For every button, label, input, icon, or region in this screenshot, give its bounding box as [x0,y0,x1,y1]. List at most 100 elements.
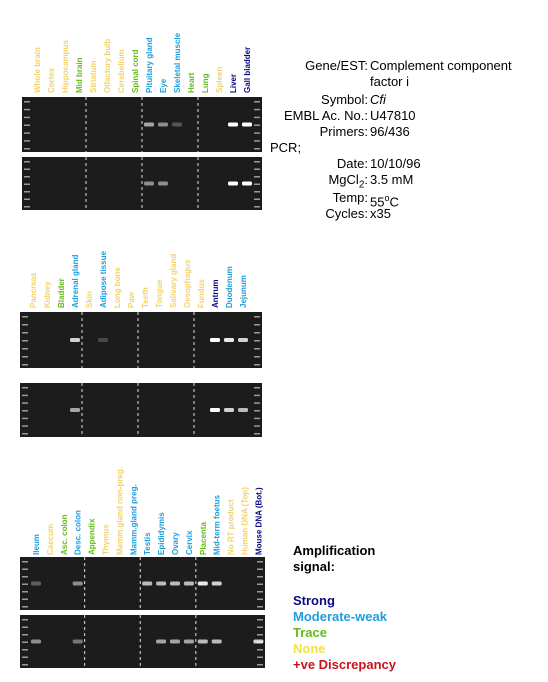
info-block: Gene/EST: Complement component factor i … [0,0,548,240]
lane-label: Paw [127,291,136,308]
ladder-band [24,148,30,150]
info-label: Date: [336,156,368,171]
legend: Strong Moderate-weak Trace None +ve Discrepa… [293,593,396,673]
lane-label: Asc. colon [60,514,69,555]
ladder-band [257,591,263,593]
ladder-band [254,410,260,412]
info-value-part: 55 [370,194,385,210]
info-value: 55oC [370,190,399,210]
ladder-band [22,316,28,318]
ladder-band [22,664,28,666]
legend-item: Trace [293,625,327,640]
info-value: x35 [370,206,391,221]
ladder-band [254,340,260,342]
band [72,581,83,586]
ladder-band [22,626,28,628]
info-label: MgCl2: [328,172,368,194]
ladder-band [254,140,260,142]
lane-label: Jejunum [239,275,248,308]
ladder-band [254,191,260,193]
band [170,581,180,586]
info-label: PCR; [270,140,302,155]
ladder-band [257,568,263,570]
band [170,639,180,644]
band [210,338,220,342]
band [158,122,168,127]
ladder-band [254,417,260,420]
ladder-band [22,340,28,342]
ladder-band [22,402,28,404]
ladder-band [254,348,260,350]
band [142,581,153,586]
ladder-band [257,626,263,628]
band [228,122,238,127]
band [183,581,194,586]
lane-label: Mouse DNA (Bot.) [254,487,263,555]
ladder-band [24,124,30,126]
lane-label: Testis [143,532,152,555]
info-label: EMBL Ac. No.: [283,108,368,123]
band [98,338,108,342]
band [172,122,182,127]
ladder-band [22,356,28,358]
ladder-band [22,619,28,621]
ladder-band [22,583,28,585]
lane-label: Pancreas [29,272,38,308]
ladder-band [22,649,28,651]
info-value: 10/10/96 [370,156,421,171]
ladder-band [24,198,30,200]
lane-label: Mamm.gland non-preg. [115,467,124,555]
info-label: Primers: [319,124,368,139]
lane-label: Cerebellum [117,49,126,93]
info-value: Complement component factor i [370,58,512,89]
lane-label: Cervix [185,530,194,555]
legend-title: Amplification signal: [293,543,376,574]
ladder-band [254,332,260,334]
band [156,639,167,644]
info-label: Temp: [332,190,368,205]
ladder-band [24,140,30,142]
band [31,581,41,586]
lane-label: Oesophagus [183,259,192,308]
band [242,122,252,127]
lane-label: Hippocampus [61,40,70,93]
ladder-band [254,124,260,126]
band [253,639,264,644]
band [158,181,168,186]
ladder-band [24,108,30,111]
ladder-band [254,101,260,103]
lane-label: Caecum [46,524,55,555]
ladder-band [24,132,30,134]
band [210,408,220,412]
ladder-band [254,425,260,427]
ladder-band [254,394,260,397]
band [183,639,194,644]
lane-label: Spleen [215,67,224,93]
ladder-band [22,598,28,600]
lane-label: Antrum [211,280,220,308]
lane-label: Skeletal muscle [173,32,182,93]
legend-item: Strong [293,593,335,608]
band [144,181,154,186]
lane-label: Kidney [43,281,52,308]
ladder-band [22,324,28,326]
band [242,181,252,186]
legend-item: +ve Discrepancy [293,657,396,672]
ladder-band [22,387,28,389]
lane-label: Mid-term foetus [213,494,222,555]
lane-label: Whole brain [33,47,42,93]
lane-label: Lung [201,73,210,93]
ladder-band [22,591,28,593]
ladder-band [24,191,30,193]
lane-label: Desc. colon [74,510,83,555]
legend-item: Moderate-weak [293,609,387,624]
ladder-band [254,402,260,404]
band [156,581,167,586]
lane-label: Olfactory bulb [103,39,112,93]
lane-label: Liver [229,74,238,93]
lane-label: Placenta [199,522,208,555]
ladder-band [24,161,30,163]
band [72,639,83,644]
ladder-band [22,656,28,658]
